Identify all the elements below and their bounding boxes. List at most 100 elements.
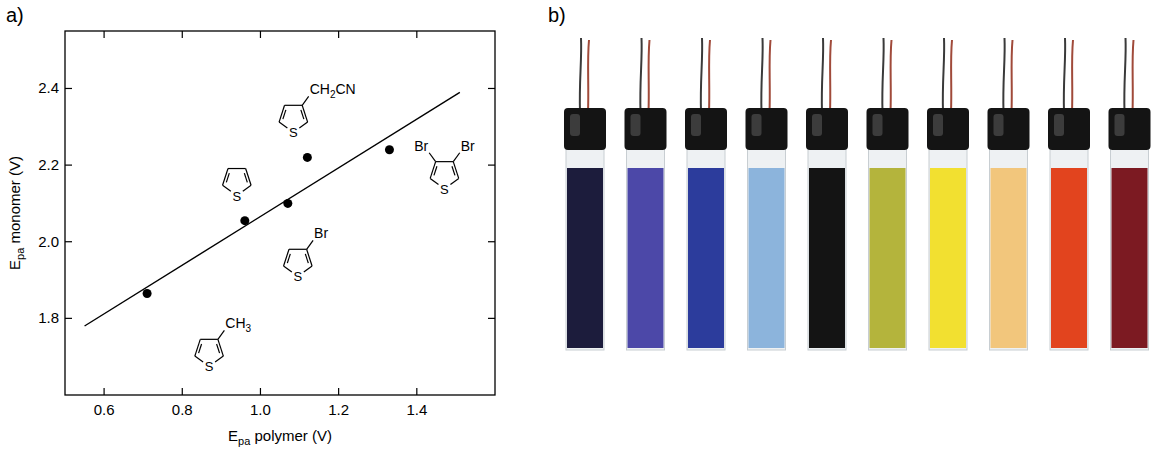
bond xyxy=(195,339,200,356)
wire xyxy=(1012,40,1013,112)
bond xyxy=(200,339,218,340)
cap-highlight xyxy=(631,114,641,136)
electrode-film xyxy=(991,168,1027,348)
bond xyxy=(307,249,312,266)
glass-slide xyxy=(566,140,604,350)
cap xyxy=(806,108,848,150)
y-tick-label: 1.8 xyxy=(38,309,59,326)
y-tick xyxy=(65,88,72,89)
glass-slide xyxy=(627,140,665,350)
figure: a)0.60.81.01.21.41.82.02.22.4Epa polymer… xyxy=(0,0,1163,450)
bond xyxy=(436,161,454,162)
bond xyxy=(299,122,307,128)
y-tick-label: 2.2 xyxy=(38,156,59,173)
bond xyxy=(195,356,203,362)
bond xyxy=(305,254,308,263)
x-tick xyxy=(182,31,183,38)
cap-highlight xyxy=(691,114,701,136)
panel-label: b) xyxy=(548,4,566,26)
fit-line xyxy=(85,92,460,326)
wire xyxy=(709,40,710,112)
electrode-film xyxy=(870,168,906,348)
axis-title-part: monomer (V) xyxy=(6,156,23,248)
wire xyxy=(1064,38,1065,112)
bond xyxy=(246,169,251,186)
electrode xyxy=(806,38,848,350)
bond xyxy=(450,178,458,184)
glass-slide xyxy=(687,140,725,350)
plot-frame xyxy=(65,31,495,395)
electrode xyxy=(746,38,788,350)
substituent-label: CH2CN xyxy=(310,81,356,100)
bond xyxy=(199,344,202,353)
x-tick xyxy=(103,388,104,395)
electrode-film xyxy=(567,168,603,348)
wire xyxy=(882,38,883,112)
bond xyxy=(430,162,435,179)
molecule: SBrBr xyxy=(414,138,475,197)
glass-slide xyxy=(808,140,846,350)
label-run: Br xyxy=(461,138,475,154)
electrode xyxy=(564,38,606,350)
y-tick xyxy=(488,241,495,242)
x-tick xyxy=(260,388,261,395)
bond xyxy=(302,105,307,122)
bond xyxy=(243,185,251,191)
x-tick-label: 1.4 xyxy=(406,401,427,418)
electrode-film xyxy=(809,168,845,348)
molecule: S Br xyxy=(284,225,329,284)
cap-highlight xyxy=(752,114,762,136)
bond xyxy=(285,105,303,106)
cap xyxy=(625,108,667,150)
axis-title-part: pa xyxy=(238,435,251,447)
electrode xyxy=(1048,38,1090,350)
data-point xyxy=(385,145,394,154)
cap-highlight xyxy=(994,114,1004,136)
bond xyxy=(301,110,304,119)
bond xyxy=(304,266,312,272)
wire xyxy=(822,38,823,112)
bond xyxy=(434,166,437,175)
bond xyxy=(218,339,223,356)
y-tick xyxy=(488,165,495,166)
cap xyxy=(685,108,727,150)
bond xyxy=(223,169,228,186)
label-run: Br xyxy=(414,138,428,154)
cap-highlight xyxy=(933,114,943,136)
glass-slide xyxy=(990,140,1028,350)
electrode xyxy=(625,38,667,350)
bond xyxy=(218,330,224,339)
x-tick xyxy=(338,388,339,395)
bond xyxy=(287,254,290,263)
wire xyxy=(943,38,944,112)
bond xyxy=(283,110,286,119)
cap xyxy=(867,108,909,150)
cap-highlight xyxy=(1115,114,1125,136)
glass-slide xyxy=(929,140,967,350)
electrode-film xyxy=(1051,168,1087,348)
axis-title-part: E xyxy=(6,260,23,270)
electrode xyxy=(988,38,1030,350)
ring-atom: S xyxy=(293,269,302,284)
panel-label: a) xyxy=(6,4,24,26)
glass-slide xyxy=(1050,140,1088,350)
cap-highlight xyxy=(570,114,580,136)
wire xyxy=(1124,38,1125,112)
bond xyxy=(429,153,435,162)
y-tick xyxy=(488,88,495,89)
wire xyxy=(588,40,589,112)
bond xyxy=(215,356,223,362)
glass-slide xyxy=(748,140,786,350)
wire xyxy=(761,38,762,112)
y-tick-label: 2.4 xyxy=(38,79,59,96)
wire xyxy=(649,40,650,112)
bond xyxy=(217,344,220,353)
bond xyxy=(430,178,438,184)
x-tick xyxy=(103,31,104,38)
cap xyxy=(746,108,788,150)
x-tick xyxy=(260,31,261,38)
label-run: Br xyxy=(314,225,328,241)
electrode-film xyxy=(749,168,785,348)
electrode-film xyxy=(628,168,664,348)
label-run: 3 xyxy=(246,323,252,334)
